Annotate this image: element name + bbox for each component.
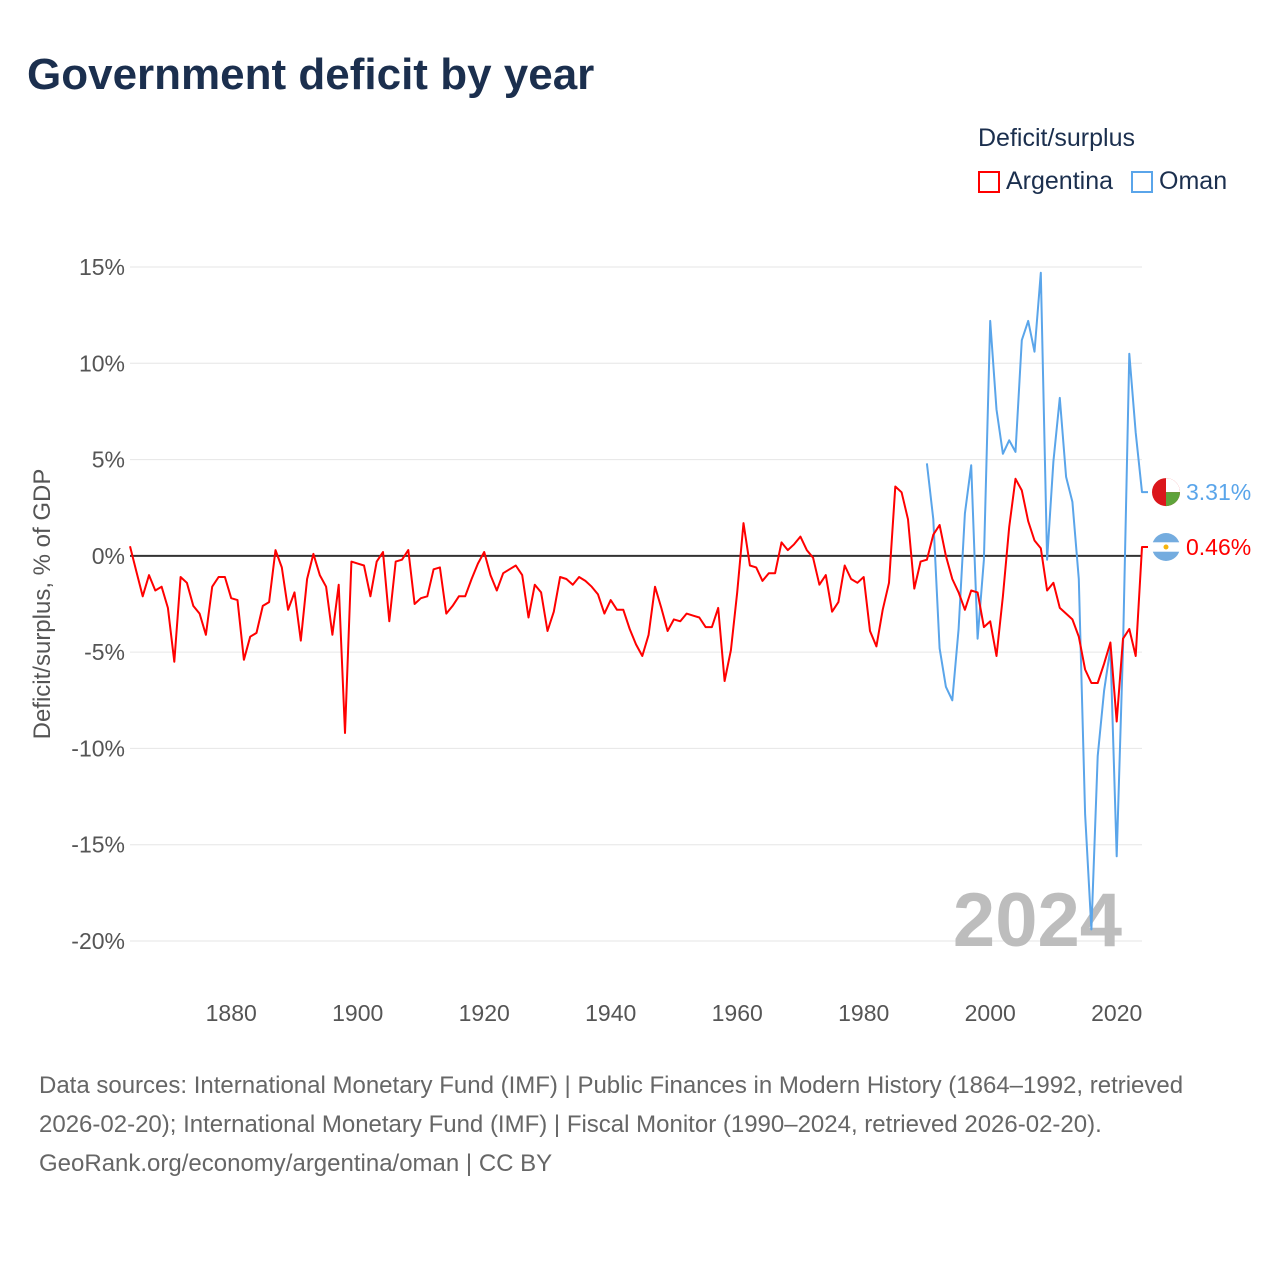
data-sources: Data sources: International Monetary Fun… (39, 1072, 1184, 1138)
y-tick-label: 0% (92, 543, 125, 569)
y-tick-label: -20% (71, 928, 125, 954)
line-chart: 15% 10% 5% 0% -5% -10% -15% -20% 1880 1900 1920 194… (29, 254, 1251, 1026)
x-tick-label: 2020 (1091, 1000, 1142, 1026)
legend: Deficit/surplus Argentina Oman (978, 124, 1227, 196)
end-label-oman: 3.31% (1186, 479, 1251, 505)
x-tick-label: 1920 (459, 1000, 510, 1026)
x-tick-label: 1900 (332, 1000, 383, 1026)
legend-label: Argentina (1006, 167, 1114, 195)
end-label-argentina: 0.46% (1186, 534, 1251, 560)
y-tick-label: 10% (79, 350, 125, 376)
y-tick-label: -15% (71, 832, 125, 858)
y-tick-label: 15% (79, 254, 125, 280)
x-tick-label: 1940 (585, 1000, 636, 1026)
x-tick-label: 2000 (965, 1000, 1016, 1026)
y-tick-label: -5% (84, 639, 125, 665)
series-line-oman[interactable] (925, 271, 1148, 931)
legend-swatch-oman (1131, 170, 1154, 193)
legend-swatch-argentina (978, 170, 1000, 193)
flag-icon-oman (1152, 478, 1181, 507)
y-axis-label: Deficit/surplus, % of GDP (29, 469, 56, 740)
credit-link[interactable]: GeoRank.org/economy/argentina/oman | CC … (39, 1150, 553, 1177)
footer: Data sources: International Monetary Fun… (39, 1066, 1239, 1183)
legend-item-argentina[interactable]: Argentina (978, 167, 1113, 196)
x-tick-label: 1880 (206, 1000, 257, 1026)
legend-item-oman[interactable]: Oman (1131, 167, 1227, 196)
year-watermark: 2024 (953, 878, 1122, 963)
legend-label: Oman (1159, 167, 1228, 195)
chart-title: Government deficit by year (27, 50, 595, 99)
x-tick-label: 1960 (712, 1000, 763, 1026)
x-tick-label: 1980 (838, 1000, 889, 1026)
y-tick-label: -10% (71, 735, 125, 761)
series-line-argentina[interactable] (129, 477, 1148, 734)
legend-title: Deficit/surplus (978, 124, 1135, 152)
y-tick-label: 5% (92, 447, 125, 473)
flag-icon-argentina (1152, 532, 1180, 561)
